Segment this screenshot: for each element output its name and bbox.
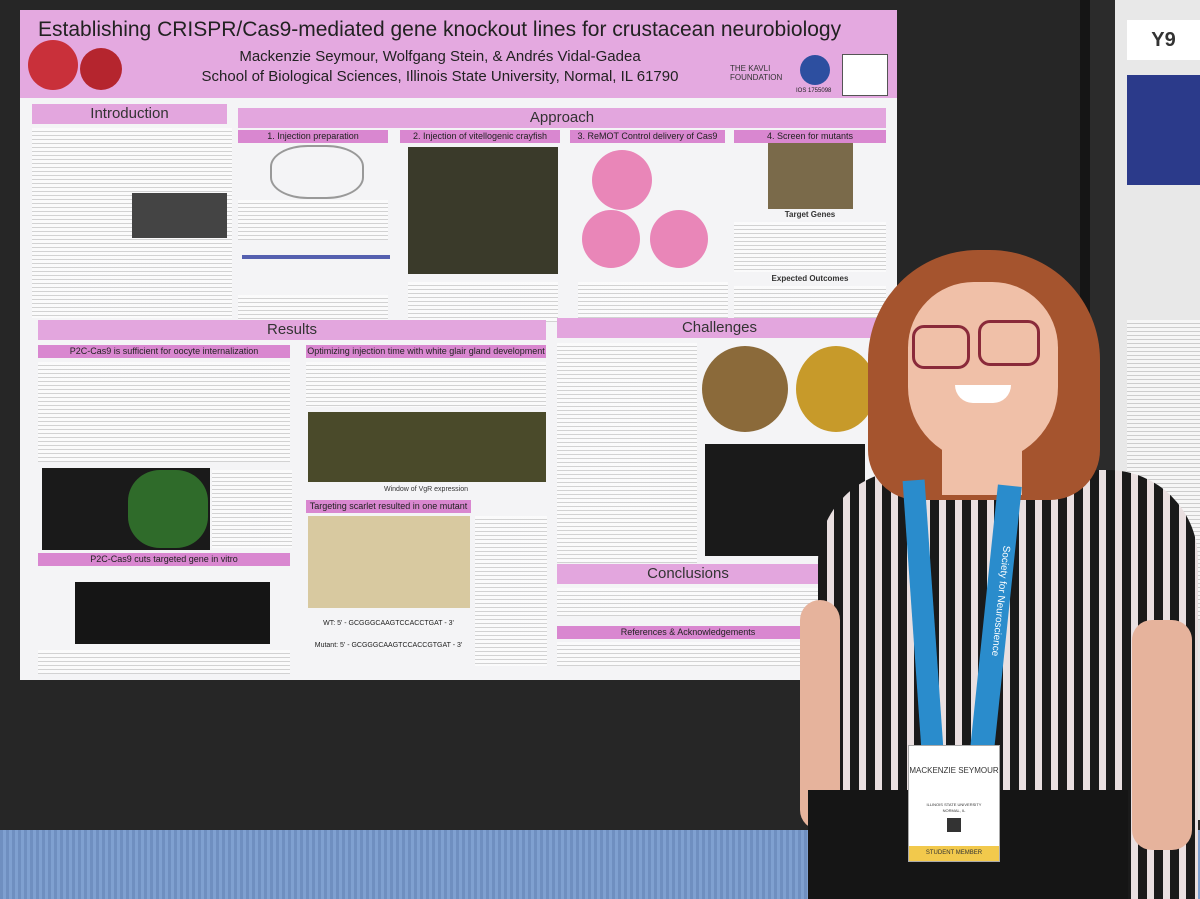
step-text [734,222,886,272]
references-text [557,642,819,666]
panel-text [475,516,547,666]
diagram [270,145,364,199]
embryo-photo [702,346,788,432]
badge-institution: ILLINOIS STATE UNIVERSITY [926,802,982,807]
panel-heading: P2C-Cas9 is sufficient for oocyte intern… [38,345,290,358]
embryo-photo [796,346,876,432]
gland-photos [308,412,546,482]
step-text [578,282,728,322]
sponsor: THE KAVLI FOUNDATION [730,64,783,82]
step-text [238,200,388,240]
oocyte-diagram [582,210,640,268]
section-heading: Introduction [32,104,227,124]
panel-text [212,470,292,548]
sequence: WT: 5' - GCGGGCAAGTCCACCTGAT - 3' [323,620,454,627]
logo [842,54,888,96]
name-badge: MACKENZIE SEYMOUR ILLINOIS STATE UNIVERS… [908,745,1000,862]
panel-heading: P2C-Cas9 cuts targeted gene in vitro [38,553,290,566]
gel-photo [75,582,270,644]
figure-label: Window of VgR expression [383,486,469,493]
step-heading: 3. ReMOT Control delivery of Cas9 [570,130,725,143]
gene-diagram [242,255,390,259]
section-heading: Approach [238,108,886,128]
section-heading: Conclusions [557,564,819,584]
alignment-text [38,362,290,462]
figure-label: Target Genes [784,210,836,219]
step-heading: 1. Injection preparation [238,130,388,143]
panel-heading: Optimizing injection time with white gla… [306,345,546,358]
embryo-photo [768,143,853,209]
nsf-logo [800,55,830,85]
badge-type: STUDENT MEMBER [909,846,999,861]
crayfish-photo [132,193,227,238]
challenges-text [557,343,697,563]
oocyte-photo [128,470,208,548]
section-heading: Results [38,320,546,340]
logo [80,48,122,90]
panel-text [38,650,290,674]
step-text [408,282,558,322]
badge-name: MACKENZIE SEYMOUR [909,766,999,775]
step-heading: 4. Screen for mutants [734,130,886,143]
panel-text [306,362,546,407]
logo [28,40,78,90]
poster-authors: Mackenzie Seymour, Wolfgang Stein, & And… [239,48,641,65]
figure-label: Expected Outcomes [771,274,849,283]
neighbor-logo [1127,75,1200,185]
neck [942,425,1022,495]
sequence: Mutant: 5' - GCGGGCAAGTCCACCGTGAT - 3' [314,642,463,649]
arm [1132,620,1192,850]
conclusions-text [557,588,819,616]
grant: IOS 1755098 [796,88,832,94]
qr-code [947,818,961,832]
section-heading: References & Acknowledgements [557,626,819,639]
oocyte-diagram [592,150,652,210]
panel-heading: Targeting scarlet resulted in one mutant [306,500,471,513]
step-text [734,286,886,322]
crayfish-photo [408,147,558,274]
poster-affiliation: School of Biological Sciences, Illinois … [201,68,679,85]
poster-title: Establishing CRISPR/Cas9-mediated gene k… [38,18,842,41]
poster-header: Establishing CRISPR/Cas9-mediated gene k… [20,10,897,98]
smile [955,385,1011,403]
glasses [912,325,970,369]
booth-number: Y9 [1127,20,1200,60]
glasses [978,320,1040,366]
step-heading: 2. Injection of vitellogenic crayfish [400,130,560,143]
mutant-photo [308,516,470,608]
poster: Establishing CRISPR/Cas9-mediated gene k… [20,10,897,680]
badge-location: NORMAL, IL [942,808,966,813]
section-heading: Challenges [557,318,882,338]
oocyte-diagram [650,210,708,268]
step-text [238,295,388,323]
